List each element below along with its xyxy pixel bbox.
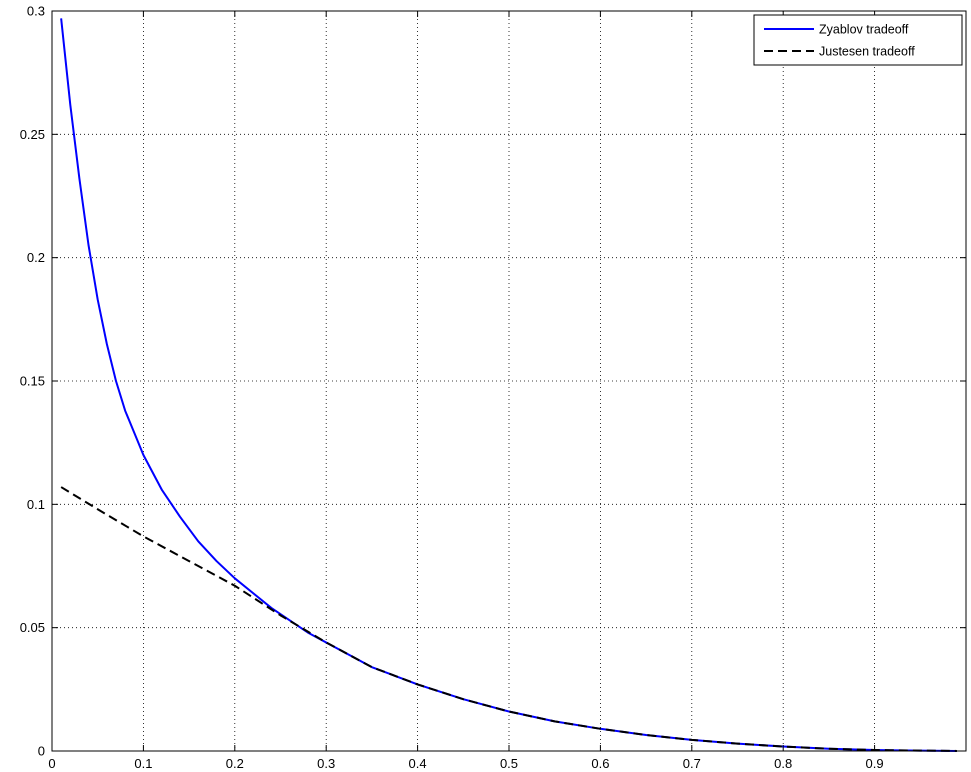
legend-box [753,14,963,66]
x-tick-label: 0.2 [226,756,244,771]
y-tick-label: 0.3 [27,4,45,19]
x-tick-label: 0.8 [774,756,792,771]
y-tick-label: 0 [38,744,45,759]
y-tick-label: 0.2 [27,250,45,265]
legend-label: Justesen tradeoff [819,45,915,59]
grid-lines [52,11,966,751]
y-tick-label: 0.05 [20,620,45,635]
series-line-1 [60,18,957,752]
y-tick-labels: 0 0.05 0.1 0.15 0.2 0.25 0.3 [20,4,45,759]
x-tick-label: 0.4 [409,756,427,771]
x-tick-labels: 0 0.1 0.2 0.3 0.4 0.5 0.6 0.7 0.8 0.9 [48,756,883,771]
axis-ticks [51,10,966,752]
y-tick-label: 0.1 [27,497,45,512]
y-tick-label: 0.25 [20,127,45,142]
x-tick-label: 0.6 [591,756,609,771]
x-tick-label: 0.7 [683,756,701,771]
x-tick-label: 0.3 [317,756,335,771]
x-tick-label: 0.5 [500,756,518,771]
legend-label: Zyablov tradeoff [819,23,909,37]
y-tick-label: 0.15 [20,374,45,389]
legend: Zyablov tradeoff Justesen tradeoff [753,14,963,66]
plot-series [60,18,957,752]
x-tick-label: 0.1 [134,756,152,771]
x-tick-label: 0.9 [866,756,884,771]
x-tick-label: 0 [48,756,55,771]
